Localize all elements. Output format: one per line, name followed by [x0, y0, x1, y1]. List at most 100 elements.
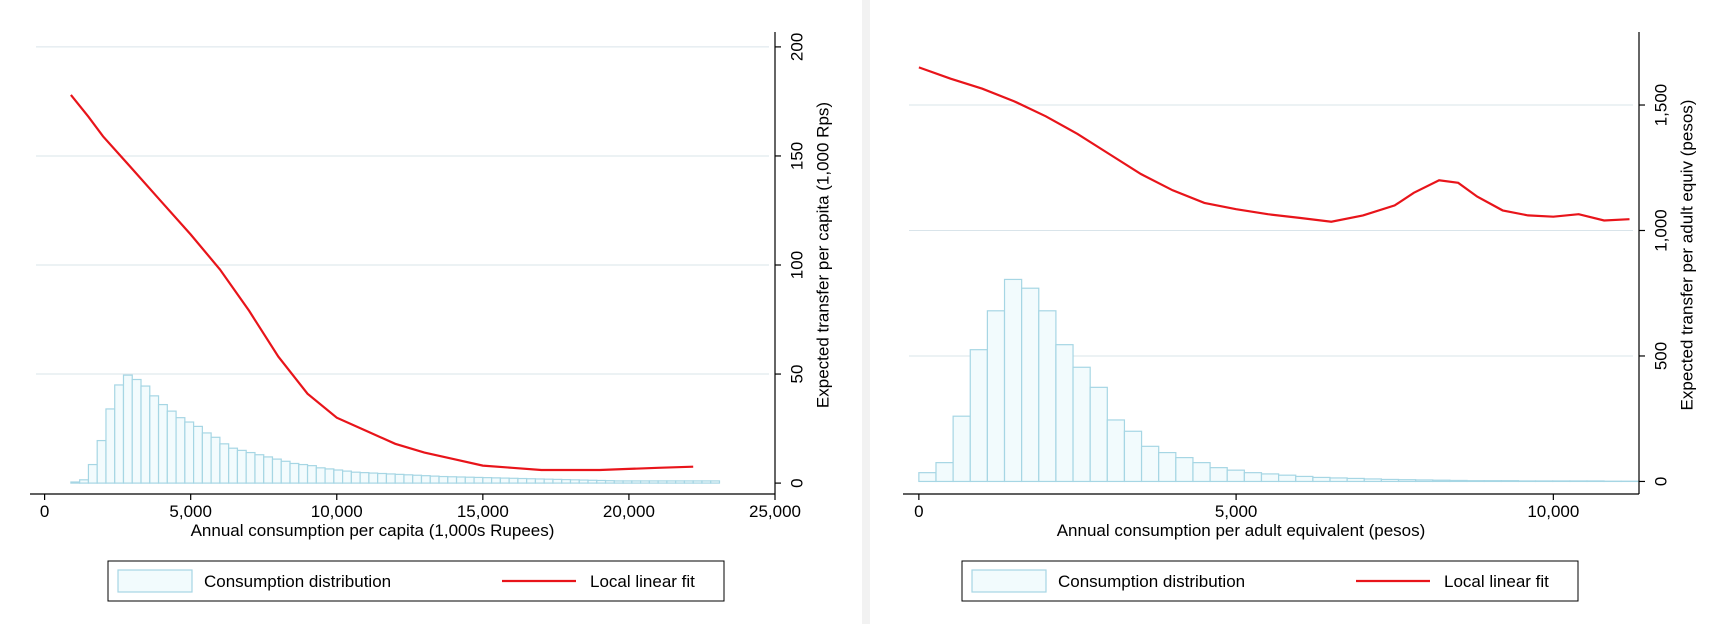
x-axis-label: Annual consumption per adult equivalent … [1057, 521, 1426, 540]
y-axis-label: Expected transfer per capita (1,000 Rps) [814, 102, 833, 408]
histogram-bar [255, 455, 264, 483]
x-tick-label: 20,000 [603, 502, 655, 521]
histogram-bar [1073, 367, 1090, 481]
histogram-bar [1279, 475, 1296, 481]
y-tick-label: 100 [788, 251, 807, 279]
histogram-bar [457, 477, 466, 483]
histogram-bar [281, 461, 290, 483]
x-tick-label: 0 [40, 502, 49, 521]
histogram-bar [88, 465, 97, 484]
histogram-bar [360, 473, 369, 483]
histogram-bar [1039, 311, 1056, 482]
histogram-bar [325, 469, 334, 483]
histogram-bar [1518, 481, 1535, 482]
histogram-bar [919, 473, 936, 482]
histogram-bar [220, 444, 229, 483]
histogram-bar [132, 380, 141, 484]
histogram-bar [1005, 279, 1022, 481]
histogram-bar [606, 481, 615, 483]
histogram-bar [299, 465, 308, 484]
histogram-bar [1433, 480, 1450, 481]
histogram-bar [649, 481, 658, 483]
histogram-bar [1056, 345, 1073, 482]
histogram-bar [676, 481, 685, 483]
histogram-bar [150, 396, 159, 483]
histogram-bar [1347, 478, 1364, 481]
histogram-bar [970, 350, 987, 482]
x-tick-label: 5,000 [169, 502, 212, 521]
histogram-bar [106, 409, 115, 483]
histogram-bar [237, 450, 246, 483]
x-tick-label: 15,000 [457, 502, 509, 521]
histogram-bar [159, 405, 168, 484]
histogram-bar [1399, 480, 1416, 482]
y-tick-label: 150 [788, 142, 807, 170]
x-tick-label: 25,000 [749, 502, 801, 521]
histogram-bar [465, 477, 474, 483]
histogram-bar [711, 481, 720, 483]
histogram-bar [1193, 463, 1210, 482]
histogram-bar [1553, 481, 1570, 482]
histogram-bar [378, 473, 387, 483]
histogram-bar [518, 479, 527, 484]
histogram-bar [97, 441, 106, 484]
histogram-bar [448, 477, 457, 483]
histogram-bar [1022, 288, 1039, 481]
histogram-bar [439, 477, 448, 484]
y-axis-label: Expected transfer per adult equiv (pesos… [1678, 100, 1697, 411]
histogram-bar [395, 474, 404, 483]
histogram-bar [290, 463, 299, 483]
histogram-bar [1570, 481, 1587, 482]
histogram-bar [544, 479, 553, 483]
histogram-bar [1450, 480, 1467, 481]
histogram-bar [1227, 470, 1244, 481]
y-tick-label: 500 [1652, 342, 1671, 370]
histogram-bar [343, 471, 352, 483]
histogram-bar [553, 479, 562, 483]
histogram-bar [474, 477, 483, 483]
histogram-bar [1244, 473, 1261, 482]
histogram-bar [1330, 478, 1347, 482]
histogram-bar [334, 470, 343, 483]
legend-swatch-histogram [972, 570, 1046, 592]
histogram-bar [693, 481, 702, 483]
histogram-bar [316, 468, 325, 483]
histogram-bar [1313, 477, 1330, 481]
histogram-bar [1176, 458, 1193, 482]
histogram-bar [71, 482, 80, 483]
histogram-bar [535, 479, 544, 483]
y-tick-label: 1,500 [1652, 84, 1671, 127]
x-tick-label: 10,000 [311, 502, 363, 521]
histogram-bar [1210, 468, 1227, 482]
legend-label-histogram: Consumption distribution [204, 572, 391, 591]
histogram-bar [421, 476, 430, 483]
histogram-bar [167, 411, 176, 483]
histogram-bar [483, 478, 492, 483]
histogram-bar [141, 386, 150, 483]
local-linear-fit-line [919, 67, 1630, 221]
histogram-bar [1090, 387, 1107, 481]
x-tick-label: 0 [914, 502, 923, 521]
histogram-bar [509, 478, 518, 483]
histogram-bar [1364, 479, 1381, 482]
histogram-bar [308, 466, 317, 483]
histogram-bar [176, 418, 185, 483]
histogram-bar [369, 473, 378, 483]
histogram-bar [351, 472, 360, 483]
histogram-bar [684, 481, 693, 483]
y-tick-label: 1,000 [1652, 209, 1671, 252]
histogram-bar [987, 311, 1004, 482]
legend-swatch-histogram [118, 570, 192, 592]
histogram-bar [80, 480, 89, 483]
histogram-bar [185, 422, 194, 483]
y-tick-label: 0 [1652, 477, 1671, 486]
histogram-bar [413, 475, 422, 483]
histogram-bar [936, 463, 953, 482]
histogram-bar [1296, 476, 1313, 481]
histogram-bar [632, 481, 641, 483]
histogram-bar [1587, 481, 1604, 482]
